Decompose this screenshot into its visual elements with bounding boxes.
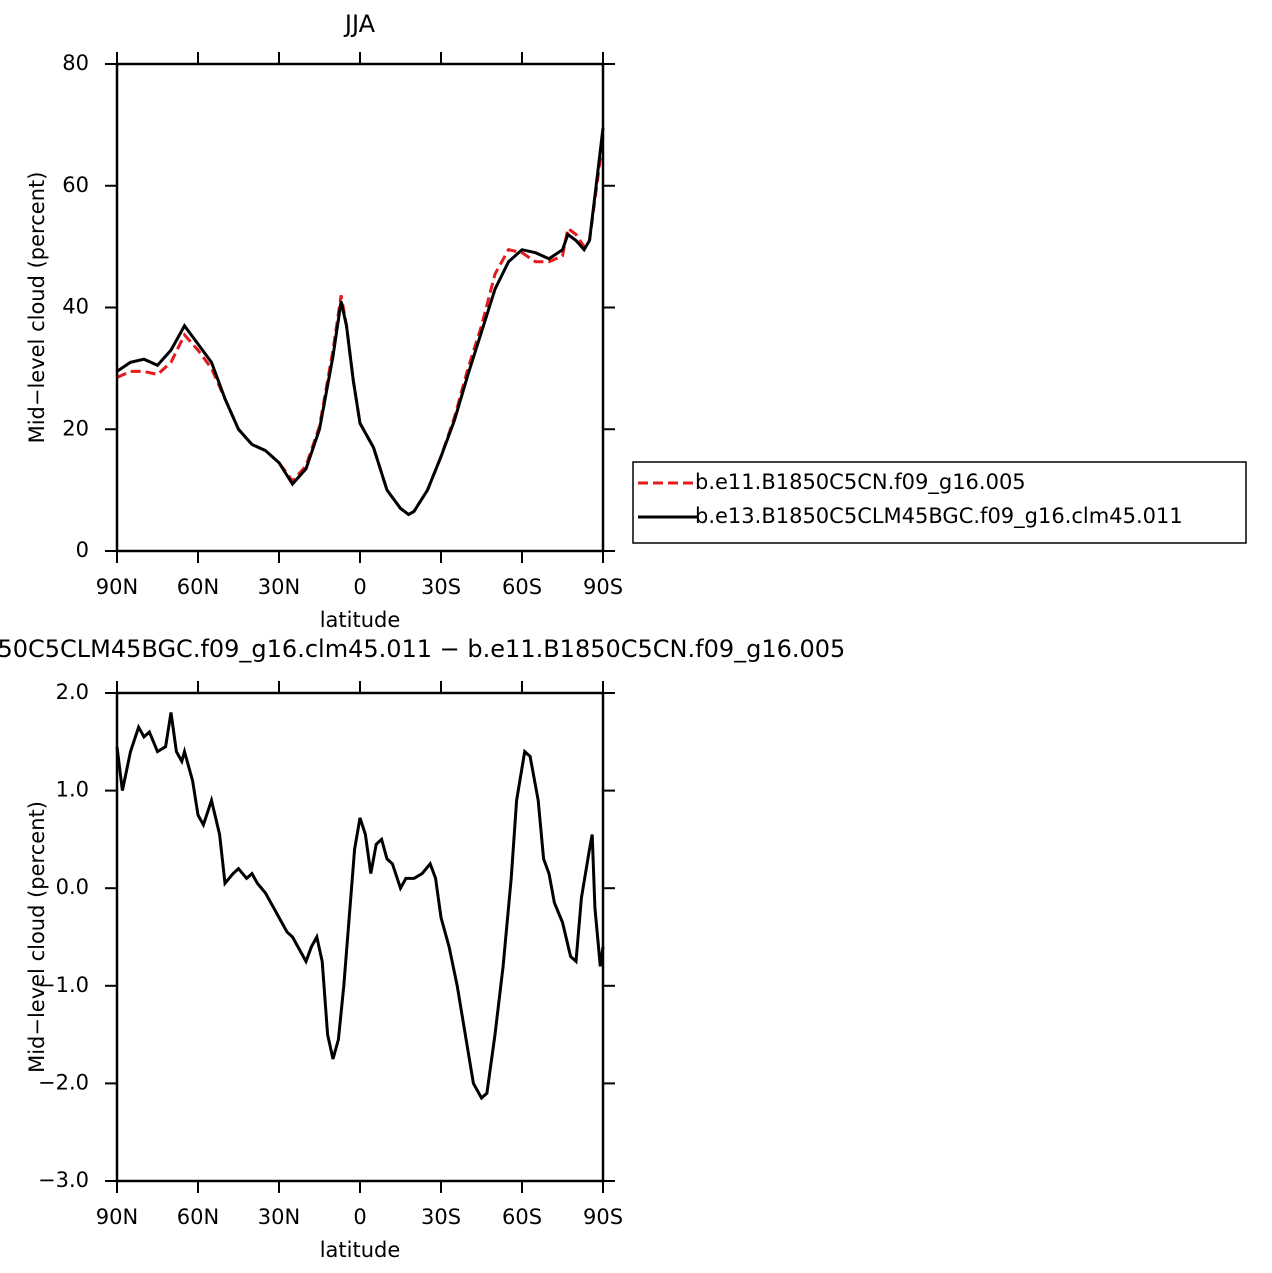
y-tick-label: −2.0 — [38, 1070, 89, 1094]
data-line — [115, 712, 605, 1101]
x-tick-label: 0 — [353, 1205, 366, 1229]
legend-label: b.e11.B1850C5CN.f09_g16.005 — [695, 470, 1026, 495]
plot-frame — [115, 691, 605, 1183]
y-tick-label: 0 — [76, 538, 89, 562]
x-tick-label: 90S — [583, 575, 623, 599]
y-tick-label: −3.0 — [38, 1168, 89, 1192]
x-tick-label: 90S — [583, 1205, 623, 1229]
y-tick-label: 1.0 — [56, 778, 89, 802]
data-line — [116, 136, 605, 517]
x-tick-label: 0 — [353, 575, 366, 599]
chart-title: b.e13.B1850C5CLM45BGC.f09_g16.clm45.011 … — [0, 635, 845, 663]
x-tick-label: 30N — [258, 1205, 300, 1229]
chart-title: JJA — [343, 10, 376, 38]
x-tick-label: 90N — [96, 575, 138, 599]
x-tick-label: 30N — [258, 575, 300, 599]
data-line — [116, 127, 605, 517]
y-tick-label: 20 — [62, 416, 89, 440]
plot-frame — [115, 62, 605, 553]
x-tick-label: 60S — [502, 1205, 542, 1229]
x-tick-label: 30S — [421, 1205, 461, 1229]
x-tick-label: 90N — [96, 1205, 138, 1229]
x-tick-label: 60N — [177, 1205, 219, 1229]
legend-label: b.e13.B1850C5CLM45BGC.f09_g16.clm45.011 — [695, 504, 1183, 529]
x-axis-label: latitude — [320, 608, 401, 632]
y-tick-label: 0.0 — [56, 875, 89, 899]
y-tick-label: 80 — [62, 51, 89, 75]
y-tick-label: −1.0 — [38, 973, 89, 997]
y-tick-label: 2.0 — [56, 680, 89, 704]
legend-box — [632, 461, 1247, 544]
x-tick-label: 30S — [421, 575, 461, 599]
y-tick-label: 40 — [62, 295, 89, 319]
x-tick-label: 60N — [177, 575, 219, 599]
y-tick-label: 60 — [62, 173, 89, 197]
y-axis-label: Mid−level cloud (percent) — [25, 801, 49, 1073]
legend: b.e11.B1850C5CN.f09_g16.005 b.e13.B1850C5… — [632, 461, 1247, 544]
x-tick-label: 60S — [502, 575, 542, 599]
x-axis-label: latitude — [320, 1238, 401, 1262]
y-axis-label: Mid−level cloud (percent) — [25, 172, 49, 444]
